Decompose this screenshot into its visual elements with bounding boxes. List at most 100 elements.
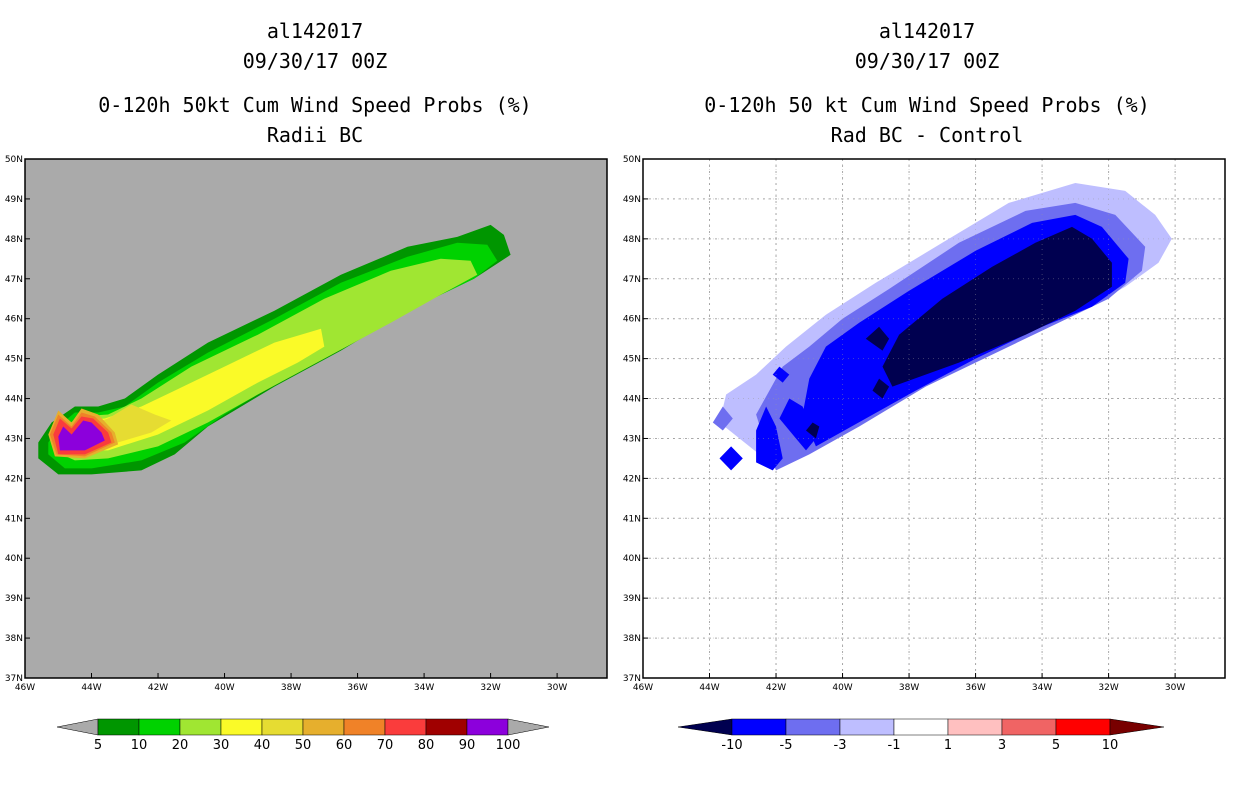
colorbar-box xyxy=(138,718,181,736)
y-tick-label: 48N xyxy=(5,235,23,245)
colorbar-label: 5 xyxy=(94,738,102,753)
contour-level-neg10 xyxy=(882,226,1112,387)
y-tick-label: 47N xyxy=(623,275,641,285)
right-title-date: 09/30/17 00Z xyxy=(854,49,1000,73)
x-tick-label: 34W xyxy=(414,683,434,693)
colorbar-label: 20 xyxy=(172,738,189,753)
left-title-product: 0-120h 50kt Cum Wind Speed Probs (%) xyxy=(98,93,532,117)
colorbar-box xyxy=(97,718,140,736)
x-tick-label: 32W xyxy=(480,683,500,693)
y-tick-label: 39N xyxy=(5,594,23,604)
colorbar-box xyxy=(785,718,841,736)
colorbar-box xyxy=(425,718,468,736)
colorbar-label: 90 xyxy=(459,738,476,753)
y-tick-label: 42N xyxy=(623,474,641,484)
colorbar-box xyxy=(466,718,509,736)
y-tick-label: 41N xyxy=(5,514,23,524)
y-tick-label: 41N xyxy=(623,514,641,524)
x-tick-label: 44W xyxy=(81,683,101,693)
y-tick-label: 38N xyxy=(623,634,641,644)
y-tick-label: 50N xyxy=(5,155,23,165)
x-tick-label: 36W xyxy=(347,683,367,693)
panel-2-plot: 46W 44W 42W 40W 38W 36W 34W 32W 30W 37N 38N 39N 40N 4… xyxy=(623,155,1226,753)
colorbar-label: 3 xyxy=(998,738,1006,753)
colorbar-label: 80 xyxy=(418,738,435,753)
colorbar-box xyxy=(384,718,427,736)
colorbar-label: 60 xyxy=(336,738,353,753)
colorbar-label: 40 xyxy=(254,738,271,753)
colorbar-box xyxy=(947,718,1003,736)
colorbar-box xyxy=(302,718,345,736)
colorbar-box xyxy=(731,718,787,736)
x-tick-label: 42W xyxy=(148,683,168,693)
left-title-date: 09/30/17 00Z xyxy=(242,49,388,73)
y-tick-label: 43N xyxy=(623,434,641,444)
colorbar-label: 70 xyxy=(377,738,394,753)
y-tick-label: 44N xyxy=(623,395,641,405)
colorbar-box xyxy=(261,718,304,736)
colorbar-label: 10 xyxy=(131,738,148,753)
y-tick-label: 47N xyxy=(5,275,23,285)
colorbar-label: -3 xyxy=(834,738,847,753)
panel-1-plot: 46W 44W 42W 40W 38W 36W 34W 32W 30W 37N 38N 39N 40N 4… xyxy=(5,155,608,753)
y-tick-label: 46N xyxy=(623,315,641,325)
contour-island xyxy=(712,406,733,431)
y-tick-label: 42N xyxy=(5,474,23,484)
y-tick-label: 45N xyxy=(623,355,641,365)
left-panel-title: al142017 09/30/17 00Z 0-120h 50kt Cum Wi… xyxy=(15,16,615,150)
colorbar-label: 5 xyxy=(1052,738,1060,753)
colorbar-left-arrow xyxy=(56,718,99,736)
colorbar-box xyxy=(179,718,222,736)
y-tick-label: 45N xyxy=(5,355,23,365)
contour-island xyxy=(719,446,743,471)
contour-island xyxy=(935,326,953,343)
contour-island xyxy=(872,378,890,399)
colorbar-box xyxy=(343,718,386,736)
x-tick-label: 32W xyxy=(1098,683,1118,693)
plot-frame xyxy=(24,158,608,679)
plot-area xyxy=(38,224,511,475)
colorbar-box xyxy=(220,718,263,736)
contour-level-90 xyxy=(58,420,105,451)
colorbar-left-arrow xyxy=(677,718,733,736)
contour-island xyxy=(806,422,820,439)
x-tick-label: 42W xyxy=(766,683,786,693)
y-tick-label: 49N xyxy=(623,195,641,205)
x-tick-label: 38W xyxy=(899,683,919,693)
colorbar-label: 10 xyxy=(1102,738,1119,753)
y-tick-label: 49N xyxy=(5,195,23,205)
y-tick-label: 50N xyxy=(623,155,641,165)
contour-island xyxy=(865,326,890,351)
x-tick-label: 34W xyxy=(1032,683,1052,693)
x-tick-label: 30W xyxy=(547,683,567,693)
y-tick-label: 43N xyxy=(5,434,23,444)
y-tick-label: 37N xyxy=(623,674,641,684)
y-tick-label: 37N xyxy=(5,674,23,684)
x-tick-label: 38W xyxy=(281,683,301,693)
colorbar-label: 1 xyxy=(944,738,952,753)
right-title-product: 0-120h 50 kt Cum Wind Speed Probs (%) xyxy=(704,93,1150,117)
y-tick-label: 40N xyxy=(623,554,641,564)
x-tick-label: 40W xyxy=(214,683,234,693)
y-tick-label: 39N xyxy=(623,594,641,604)
plot-area xyxy=(643,159,1225,678)
colorbar-right-arrow xyxy=(507,718,550,736)
y-tick-label: 46N xyxy=(5,315,23,325)
colorbar-box xyxy=(1001,718,1057,736)
colorbar-right-arrow xyxy=(1109,718,1165,736)
right-title-subtitle: Rad BC - Control xyxy=(830,123,1024,147)
contour-island xyxy=(779,398,816,451)
left-title-subtitle: Radii BC xyxy=(266,123,364,147)
right-title-storm-id: al142017 xyxy=(878,19,976,43)
colorbar-box xyxy=(839,718,895,736)
x-tick-label: 36W xyxy=(965,683,985,693)
y-tick-label: 48N xyxy=(623,235,641,245)
x-tick-label: 46W xyxy=(15,683,35,693)
colorbar-1: 5 10 20 30 40 50 60 70 80 90 100 xyxy=(56,718,550,753)
colorbar-label: -1 xyxy=(888,738,901,753)
colorbar-label: 100 xyxy=(496,738,521,753)
colorbar-box xyxy=(893,718,949,736)
contour-island xyxy=(772,366,790,383)
colorbar-2: -10 -5 -3 -1 1 3 5 10 xyxy=(677,718,1165,753)
